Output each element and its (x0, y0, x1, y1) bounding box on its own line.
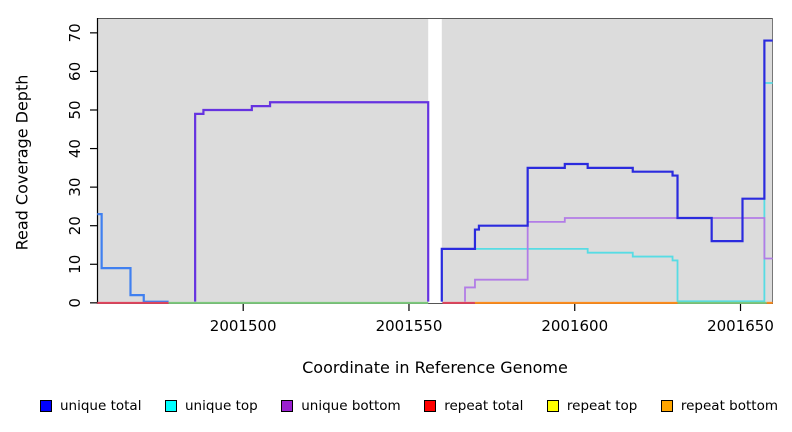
y-tick-label: 10 (66, 255, 84, 274)
series-line-1 (194, 101, 430, 302)
legend-swatch (165, 400, 177, 412)
legend-swatch (281, 400, 294, 412)
x-tick-label: 2001500 (210, 317, 277, 335)
y-tick-label: 60 (66, 62, 84, 81)
legend-label: repeat top (566, 398, 638, 414)
y-tick-label: 0 (66, 298, 84, 308)
legend-label: unique bottom (301, 398, 401, 414)
series-line-unique-total-right (440, 39, 773, 302)
legend-item-unique-total: unique total (40, 398, 141, 414)
y-axis-title: Read Coverage Depth (12, 74, 32, 251)
legend-swatch (424, 400, 437, 412)
legend-label: repeat bottom (680, 398, 778, 414)
y-tick-label: 30 (66, 178, 84, 197)
legend-label: repeat total (444, 398, 524, 414)
legend-label: unique top (185, 398, 258, 414)
y-tick-label: 50 (66, 100, 84, 119)
legend-swatch (40, 400, 52, 412)
x-tick-label: 2001550 (376, 317, 443, 335)
x-tick-label: 2001600 (541, 317, 608, 335)
legend-item-repeat-top: repeat top (546, 398, 638, 414)
series-line-0 (97, 213, 169, 303)
y-tick-label: 40 (66, 139, 84, 158)
legend: unique total unique top unique bottom repea… (40, 398, 778, 414)
legend-swatch (660, 400, 673, 412)
legend-item-unique-bottom: unique bottom (281, 398, 401, 414)
series-line-2 (440, 82, 773, 303)
legend-swatch (546, 400, 559, 412)
x-tick-label: 2001650 (707, 317, 774, 335)
legend-item-repeat-bottom: repeat bottom (660, 398, 778, 414)
legend-label: unique total (60, 398, 142, 414)
missing-data-gap (428, 18, 442, 304)
y-tick-label: 70 (66, 23, 84, 42)
y-tick-label: 20 (66, 216, 84, 235)
legend-item-repeat-total: repeat total (424, 398, 523, 414)
legend-item-unique-top: unique top (165, 398, 258, 414)
x-axis-title: Coordinate in Reference Genome (302, 358, 568, 377)
